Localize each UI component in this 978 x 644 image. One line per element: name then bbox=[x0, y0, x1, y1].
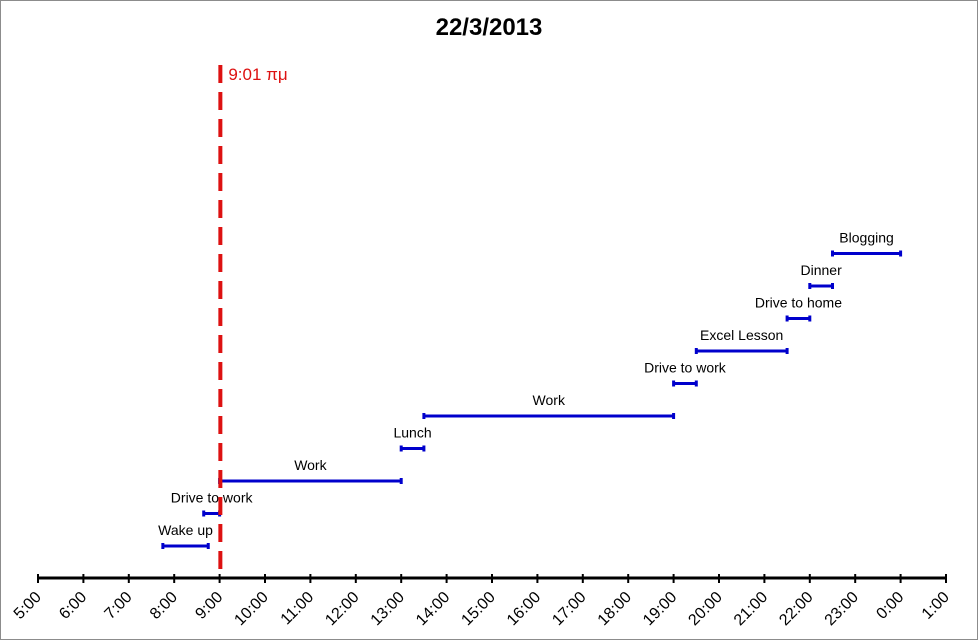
event-label: Drive to home bbox=[755, 295, 842, 311]
marker-label: 9:01 πμ bbox=[228, 65, 287, 84]
event-label: Drive to work bbox=[644, 360, 727, 376]
x-tick-label: 22:00 bbox=[776, 589, 816, 629]
x-tick-label: 1:00 bbox=[919, 589, 953, 623]
event-label: Work bbox=[294, 457, 327, 473]
x-tick-label: 16:00 bbox=[504, 589, 544, 629]
x-tick-label: 23:00 bbox=[822, 589, 862, 629]
x-tick-label: 6:00 bbox=[56, 589, 90, 623]
event-label: Lunch bbox=[393, 425, 431, 441]
x-tick-label: 0:00 bbox=[873, 589, 907, 623]
x-tick-label: 14:00 bbox=[413, 589, 453, 629]
x-tick-label: 5:00 bbox=[11, 589, 45, 623]
event-label: Dinner bbox=[801, 262, 843, 278]
x-tick-label: 15:00 bbox=[458, 589, 498, 629]
x-tick-label: 8:00 bbox=[147, 589, 181, 623]
x-tick-label: 9:00 bbox=[192, 589, 226, 623]
x-tick-label: 18:00 bbox=[595, 589, 635, 629]
x-tick-label: 10:00 bbox=[231, 589, 271, 629]
x-tick-label: 21:00 bbox=[731, 589, 771, 629]
event-label: Blogging bbox=[839, 230, 894, 246]
x-axis: 5:00 6:00 7:00 8:00 9:00 10:00 11:00 12:00 13:00… bbox=[11, 574, 953, 629]
x-tick-label: 12:00 bbox=[322, 589, 362, 629]
event-label: Drive to work bbox=[171, 490, 254, 506]
chart-title: 22/3/2013 bbox=[436, 14, 543, 41]
x-tick-label: 20:00 bbox=[685, 589, 725, 629]
event-bars: Wake up Drive to work Work Lunch Work Drive t… bbox=[158, 230, 903, 549]
current-time-marker: 9:01 πμ bbox=[218, 65, 288, 578]
event-label: Excel Lesson bbox=[700, 327, 783, 343]
x-tick-label: 17:00 bbox=[549, 589, 589, 629]
event-label: Work bbox=[533, 392, 566, 408]
x-tick-label: 19:00 bbox=[640, 589, 680, 629]
x-tick-label: 13:00 bbox=[368, 589, 408, 629]
x-tick-label: 7:00 bbox=[102, 589, 136, 623]
event-label: Wake up bbox=[158, 522, 213, 538]
x-tick-label: 11:00 bbox=[278, 589, 318, 629]
